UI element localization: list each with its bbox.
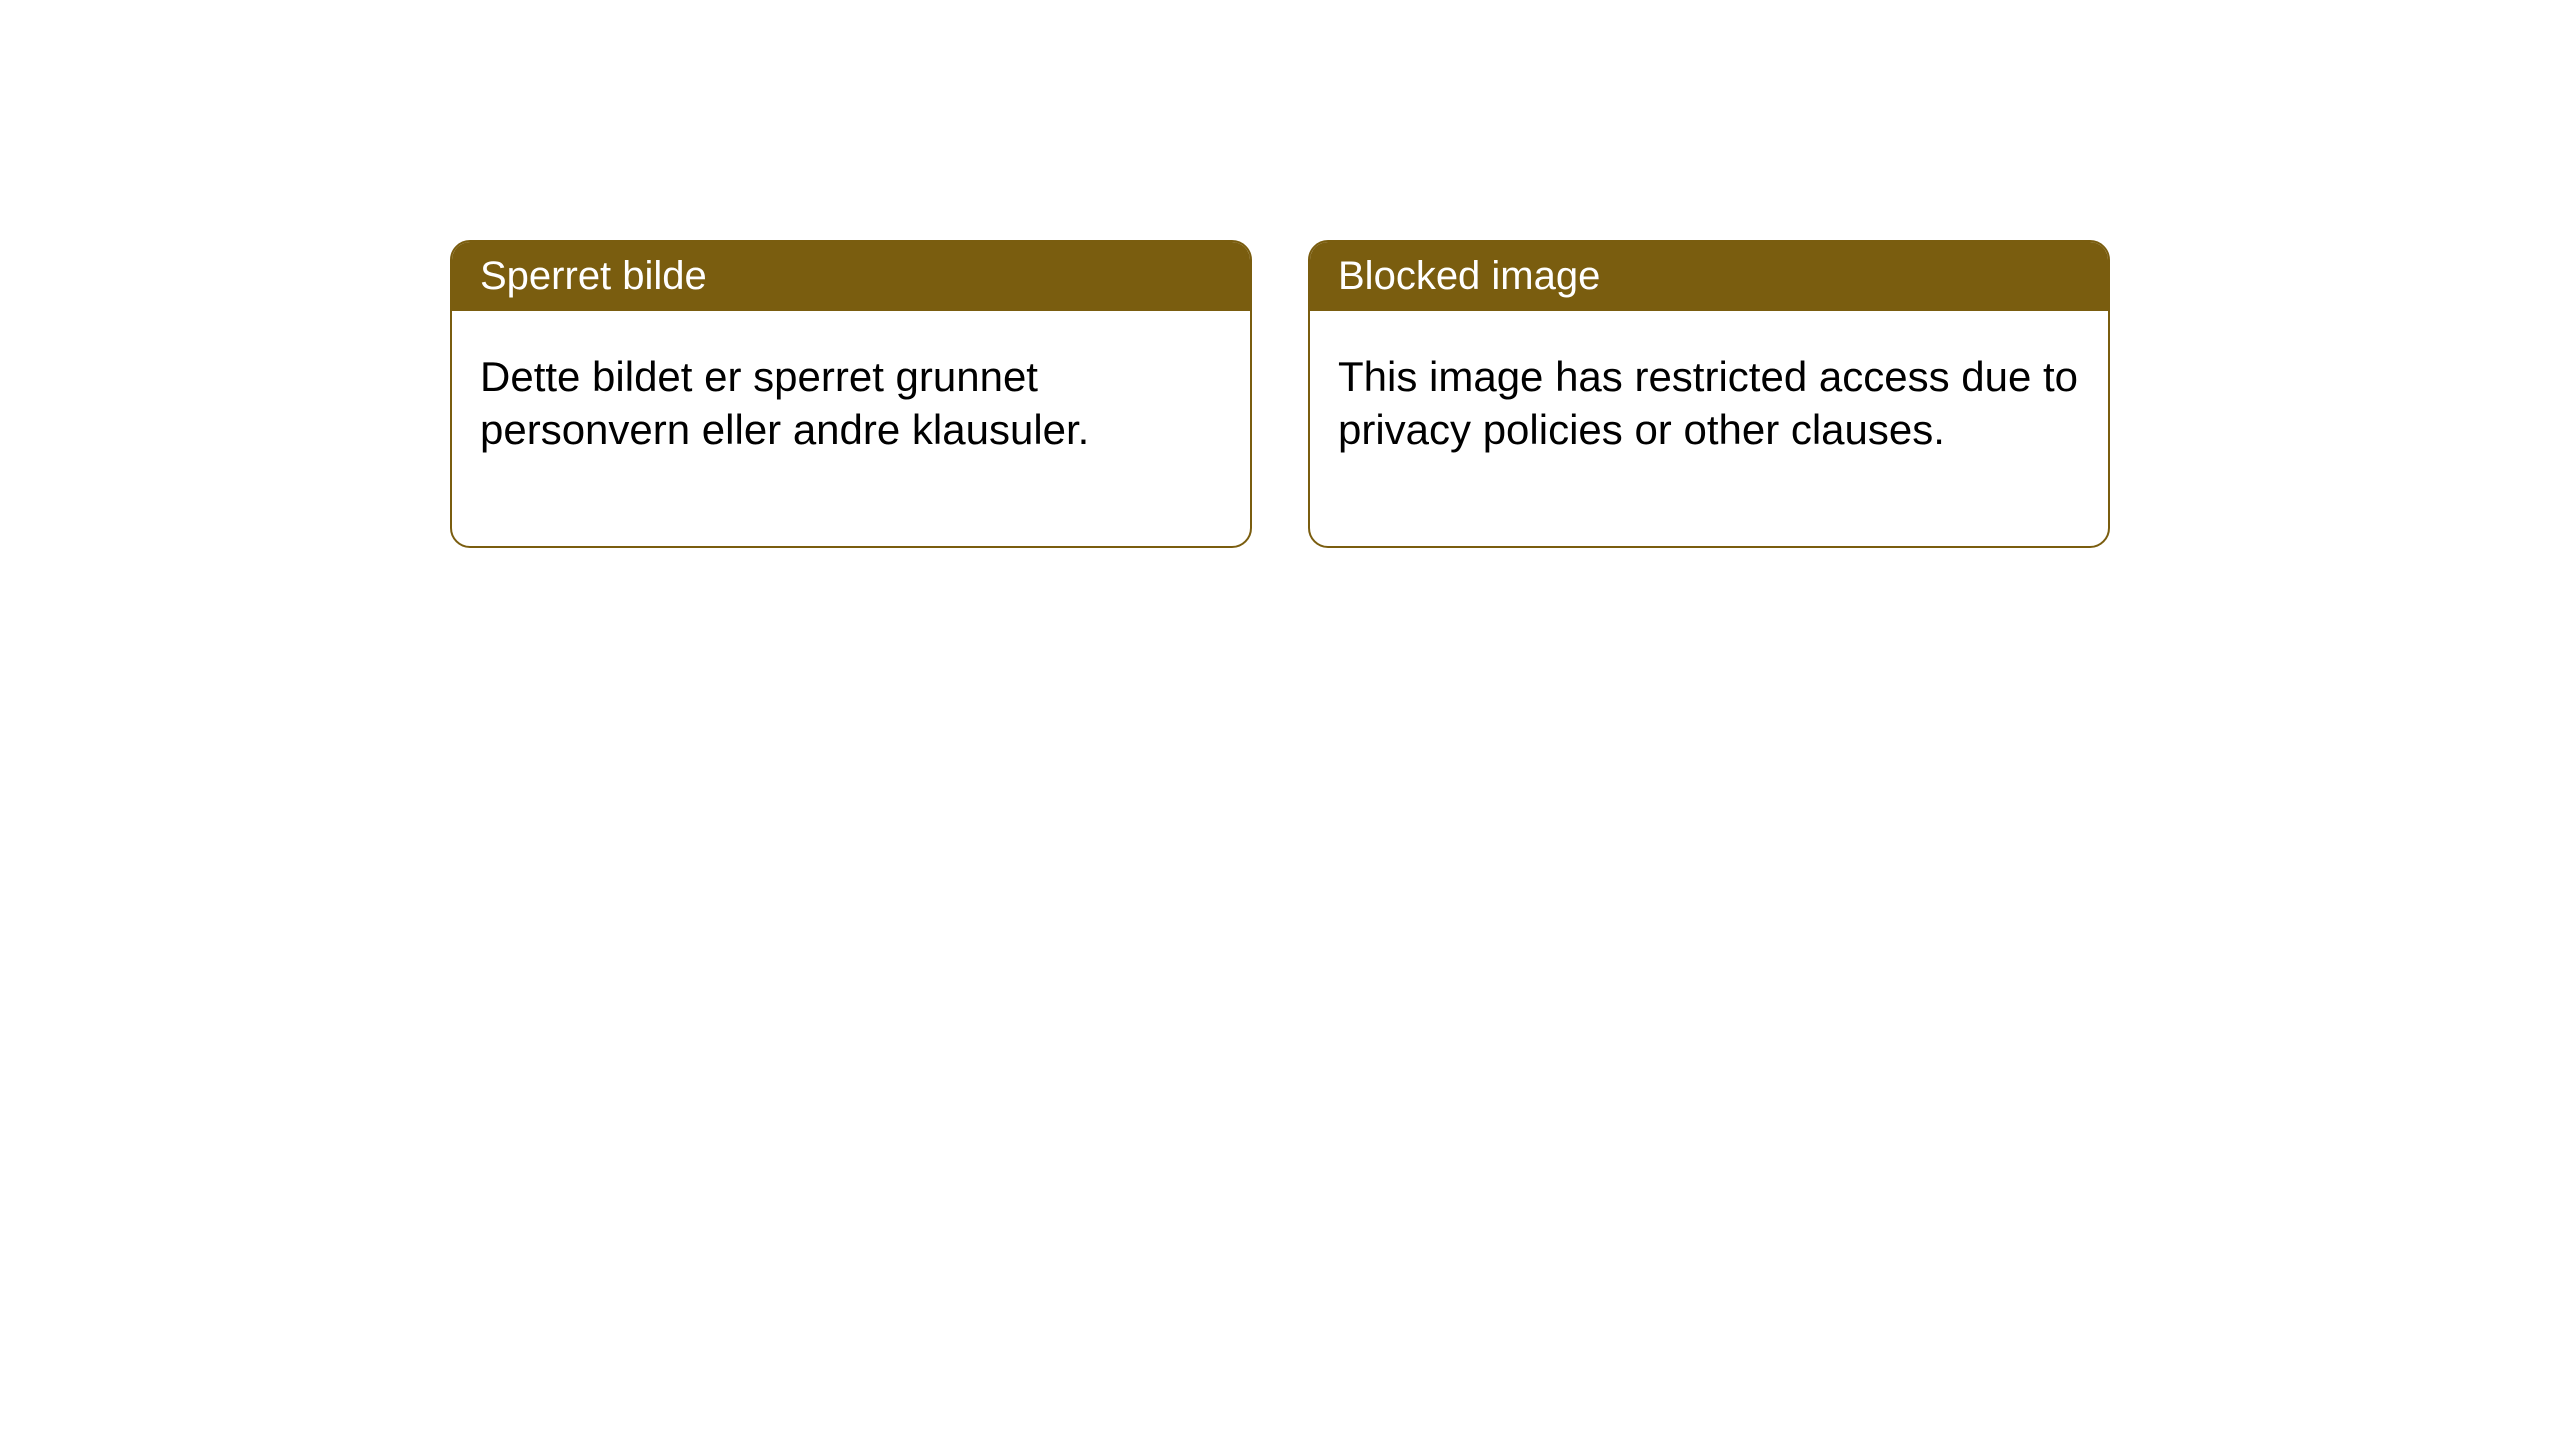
notice-body: This image has restricted access due to … xyxy=(1310,311,2108,546)
notice-container: Sperret bilde Dette bildet er sperret gr… xyxy=(450,240,2110,548)
notice-body: Dette bildet er sperret grunnet personve… xyxy=(452,311,1250,546)
notice-header: Blocked image xyxy=(1310,242,2108,311)
notice-card-norwegian: Sperret bilde Dette bildet er sperret gr… xyxy=(450,240,1252,548)
notice-card-english: Blocked image This image has restricted … xyxy=(1308,240,2110,548)
notice-header: Sperret bilde xyxy=(452,242,1250,311)
